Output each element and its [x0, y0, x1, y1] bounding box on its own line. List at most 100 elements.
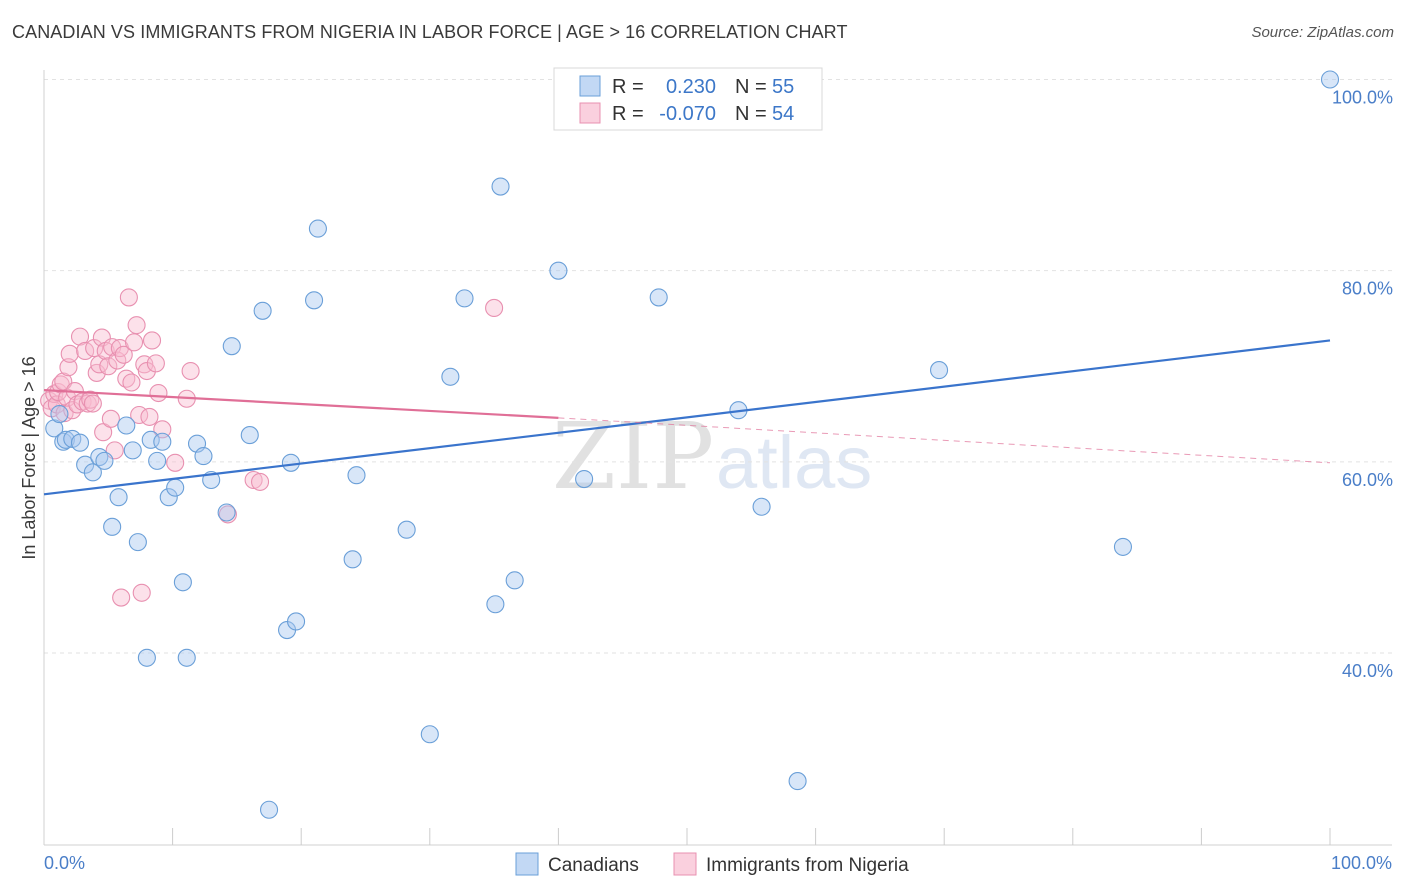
point-nigeria — [250, 472, 270, 491]
point-canadians — [441, 367, 460, 386]
legend-n-value-canadians: 55 — [772, 76, 794, 98]
bottom-legend-swatch-nigeria — [673, 852, 697, 876]
point-canadians — [123, 441, 142, 460]
gridlines — [44, 79, 1392, 654]
bottom-legend-label-nigeria: Immigrants from Nigeria — [706, 855, 909, 876]
legend-n-label: N = — [735, 103, 767, 125]
point-canadians — [109, 488, 128, 507]
point-canadians — [281, 453, 300, 472]
point-nigeria — [149, 383, 168, 403]
point-canadians — [253, 301, 272, 320]
point-nigeria — [59, 358, 78, 377]
point-canadians — [788, 772, 807, 791]
point-nigeria — [127, 316, 146, 335]
legend-swatch-nigeria — [579, 102, 601, 124]
point-nigeria — [101, 409, 120, 428]
x-tick-label-max: 100.0% — [1331, 853, 1392, 873]
point-canadians — [83, 463, 102, 482]
point-nigeria — [114, 345, 133, 364]
point-canadians — [45, 419, 64, 438]
point-nigeria — [166, 453, 185, 472]
source-label: Source: ZipAtlas.com — [1251, 24, 1394, 41]
trend-line-canadians — [43, 339, 1331, 496]
point-canadians — [1113, 537, 1133, 556]
point-canadians — [930, 361, 949, 380]
point-canadians — [76, 455, 95, 474]
point-canadians — [70, 433, 90, 452]
point-canadians — [240, 426, 259, 445]
y-tick-label: 100.0% — [1332, 88, 1393, 108]
point-canadians — [397, 520, 416, 539]
legend-n-value-nigeria: 54 — [772, 103, 794, 125]
point-canadians — [148, 451, 167, 470]
x-axis-ticks — [172, 828, 1331, 845]
point-canadians — [549, 261, 568, 280]
point-nigeria — [94, 423, 113, 442]
y-tick-label: 80.0% — [1342, 279, 1393, 299]
point-canadians — [177, 648, 196, 667]
point-canadians — [486, 595, 505, 614]
point-nigeria — [60, 344, 79, 363]
point-canadians — [128, 533, 147, 552]
point-canadians — [1320, 70, 1340, 89]
point-canadians — [308, 219, 327, 238]
point-canadians — [166, 478, 185, 497]
point-canadians — [95, 451, 114, 470]
point-nigeria — [132, 583, 151, 602]
point-canadians — [343, 550, 362, 569]
trend-line-nigeria — [43, 389, 559, 419]
point-canadians — [194, 447, 213, 466]
y-axis-title: In Labor Force | Age > 16 — [19, 356, 39, 559]
series-immigrants-from-nigeria — [40, 288, 504, 607]
point-nigeria — [142, 331, 162, 350]
point-nigeria — [485, 298, 504, 317]
y-tick-label: 40.0% — [1342, 661, 1393, 681]
legend-r-label: R = — [612, 76, 644, 98]
point-nigeria — [99, 357, 118, 376]
point-canadians — [575, 469, 594, 489]
point-nigeria — [244, 470, 263, 490]
point-canadians — [159, 488, 178, 507]
bottom-legend-label-canadians: Canadians — [548, 855, 639, 876]
series-canadians — [45, 70, 1340, 819]
legend-r-value-canadians: 0.230 — [666, 76, 716, 98]
chart-title: CANADIAN VS IMMIGRANTS FROM NIGERIA IN L… — [12, 22, 848, 42]
trend-line-nigeria-extrapolated — [558, 417, 1331, 464]
point-canadians — [117, 416, 136, 435]
point-canadians — [752, 497, 771, 516]
point-nigeria — [146, 354, 165, 373]
point-canadians — [505, 571, 524, 590]
point-canadians — [222, 337, 241, 356]
point-canadians — [141, 430, 160, 449]
series-legend: Canadians Immigrants from Nigeria — [515, 852, 909, 876]
point-nigeria — [112, 588, 131, 607]
point-nigeria — [119, 288, 138, 307]
point-nigeria — [140, 407, 159, 426]
point-canadians — [217, 503, 236, 522]
watermark-atlas: atlas — [716, 421, 872, 504]
point-canadians — [649, 288, 668, 307]
trend-lines — [43, 339, 1331, 496]
x-tick-label-min: 0.0% — [44, 853, 85, 873]
point-canadians — [173, 573, 192, 592]
point-canadians — [56, 430, 75, 449]
point-nigeria — [124, 333, 144, 352]
point-nigeria — [122, 373, 141, 392]
point-canadians — [420, 725, 439, 744]
point-nigeria — [70, 327, 90, 346]
point-canadians — [153, 432, 172, 451]
point-canadians — [259, 800, 279, 819]
bottom-legend-swatch-canadians — [515, 852, 539, 876]
watermark-zip: ZIP — [552, 403, 714, 510]
point-canadians — [305, 291, 324, 310]
stats-legend: R = 0.230 N = 55 R = -0.070 N = 54 — [553, 67, 823, 131]
point-canadians — [287, 612, 306, 631]
legend-n-label: N = — [735, 76, 767, 98]
point-canadians — [455, 289, 474, 308]
y-tick-label: 60.0% — [1342, 470, 1393, 490]
point-canadians — [137, 648, 156, 667]
point-canadians — [491, 177, 510, 196]
point-nigeria — [153, 420, 172, 439]
point-canadians — [50, 404, 69, 424]
